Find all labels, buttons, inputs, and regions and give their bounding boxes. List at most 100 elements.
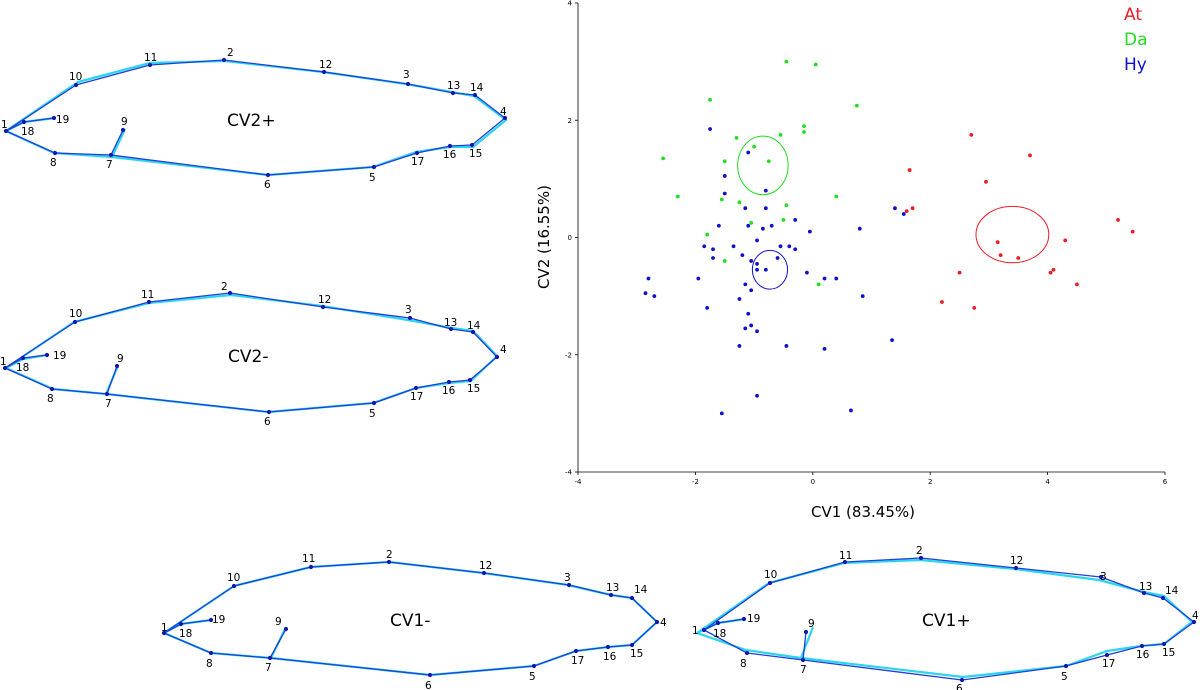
data-point-at (904, 209, 909, 214)
landmark-label: 16 (443, 149, 457, 161)
landmark-label: 11 (839, 550, 852, 562)
data-point-hy (857, 226, 862, 231)
landmark-point (1098, 574, 1104, 580)
landmark-point (52, 150, 58, 156)
landmark-label: 17 (410, 391, 423, 403)
data-point-hy (763, 188, 768, 193)
data-point-hy (793, 247, 798, 252)
landmark-point (49, 386, 55, 392)
x-tick-label: 0 (811, 478, 815, 486)
data-point-hy (763, 206, 768, 211)
landmark-label: 7 (265, 662, 272, 674)
data-point-hy (746, 223, 751, 228)
data-point-hy (761, 226, 765, 231)
y-axis-title: CV2 (16.55%) (535, 185, 553, 289)
landmark-label: 14 (1165, 585, 1179, 597)
landmark-label: 16 (603, 651, 617, 663)
data-point-hy (755, 393, 759, 398)
landmark-label: 5 (369, 408, 376, 420)
data-point-hy (755, 238, 759, 243)
landmark-point (51, 115, 57, 121)
y-tick-label: -4 (565, 469, 573, 477)
landmark-label: 13 (447, 80, 460, 92)
landmark-label: 18 (713, 628, 726, 640)
landmark-label: 19 (212, 614, 225, 626)
data-point-hy (743, 326, 748, 331)
landmark-label: 2 (916, 545, 923, 557)
landmark-point (472, 92, 478, 98)
data-point-hy (749, 323, 754, 328)
landmark-label: 4 (1192, 610, 1199, 622)
landmark-point (371, 164, 377, 170)
data-point-da (708, 97, 712, 102)
data-point-hy (711, 256, 715, 260)
data-point-da (705, 232, 710, 237)
wireframe-branch-blue (110, 129, 124, 156)
legend-entry-at: At (1124, 5, 1142, 25)
data-point-hy (778, 244, 783, 249)
landmark-label: 10 (69, 71, 82, 83)
landmark-point (467, 377, 473, 383)
data-point-da (816, 282, 821, 287)
data-point-hy (834, 276, 839, 281)
wireframe-branch-cyan (799, 626, 815, 659)
landmark-point (108, 152, 114, 158)
data-point-da (675, 194, 680, 199)
landmark-label: 3 (1100, 571, 1107, 583)
landmark-label: 13 (444, 317, 457, 329)
data-point-hy (784, 344, 789, 348)
landmark-label: 10 (764, 569, 777, 581)
data-point-hy (746, 311, 751, 316)
landmark-label: 18 (16, 362, 29, 374)
data-point-hy (737, 297, 742, 301)
y-tick-label: 4 (568, 0, 573, 8)
landmark-label: 1 (0, 356, 7, 368)
data-point-hy (755, 329, 759, 334)
wireframe-branch-blue (269, 628, 287, 659)
landmark-point (283, 626, 289, 632)
data-point-da (737, 200, 742, 205)
landmark-point (608, 592, 614, 598)
landmark-label: 18 (21, 126, 34, 138)
landmark-point (450, 90, 456, 96)
landmark-label: 6 (264, 416, 271, 428)
landmark-label: 12 (479, 560, 492, 572)
landmark-label: 9 (275, 616, 282, 628)
landmark-point (386, 559, 392, 565)
data-point-hy (755, 261, 759, 266)
landmark-point (231, 583, 237, 589)
landmark-label: 13 (606, 582, 619, 594)
landmark-label: 9 (121, 116, 128, 128)
data-point-da (719, 197, 724, 202)
landmark-point (629, 595, 635, 601)
landmark-label: 19 (747, 613, 760, 625)
landmark-label: 17 (1102, 658, 1115, 670)
landmark-point (3, 128, 9, 134)
data-point-hy (893, 206, 897, 211)
data-point-da (854, 103, 859, 108)
data-point-da (781, 218, 786, 222)
landmark-point (701, 627, 707, 633)
landmark-label: 5 (369, 172, 376, 184)
landmark-point (1191, 619, 1197, 625)
confidence-ellipses (737, 135, 1050, 290)
landmark-label: 16 (442, 385, 456, 397)
data-point-at (957, 270, 962, 275)
landmark-label: 12 (319, 59, 332, 71)
landmark-point (72, 319, 78, 325)
landmark-label: 11 (302, 553, 315, 565)
data-point-at (1130, 229, 1135, 234)
legend: At Da Hy (1124, 5, 1148, 75)
data-point-at (1063, 238, 1068, 243)
data-point-hy (737, 344, 742, 348)
data-point-hy (890, 338, 894, 342)
landmark-point (114, 363, 120, 369)
legend-entry-da: Da (1124, 30, 1148, 50)
x-tick-label: 4 (1045, 478, 1050, 486)
landmark-label: 10 (69, 308, 82, 320)
landmark-label: 1 (692, 625, 699, 637)
landmark-point (918, 555, 924, 561)
landmark-point (208, 650, 214, 656)
data-point-hy (646, 276, 651, 281)
